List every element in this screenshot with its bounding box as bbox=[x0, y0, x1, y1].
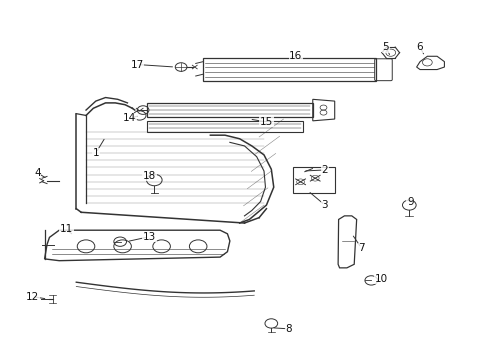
Text: 6: 6 bbox=[416, 42, 423, 52]
Text: 16: 16 bbox=[288, 50, 302, 60]
Text: 4: 4 bbox=[34, 168, 41, 178]
Text: 11: 11 bbox=[60, 225, 73, 234]
Text: 8: 8 bbox=[285, 324, 291, 334]
Text: 12: 12 bbox=[26, 292, 39, 302]
Text: 15: 15 bbox=[259, 117, 272, 127]
Text: 1: 1 bbox=[92, 148, 99, 158]
Text: 13: 13 bbox=[142, 232, 156, 242]
Text: 9: 9 bbox=[406, 197, 413, 207]
Text: 10: 10 bbox=[374, 274, 387, 284]
Text: 14: 14 bbox=[123, 113, 136, 123]
Text: 3: 3 bbox=[321, 200, 327, 210]
Text: 17: 17 bbox=[130, 59, 143, 69]
Text: 2: 2 bbox=[321, 165, 327, 175]
Text: 18: 18 bbox=[142, 171, 156, 181]
Text: 5: 5 bbox=[382, 42, 388, 52]
Text: 7: 7 bbox=[358, 243, 364, 253]
